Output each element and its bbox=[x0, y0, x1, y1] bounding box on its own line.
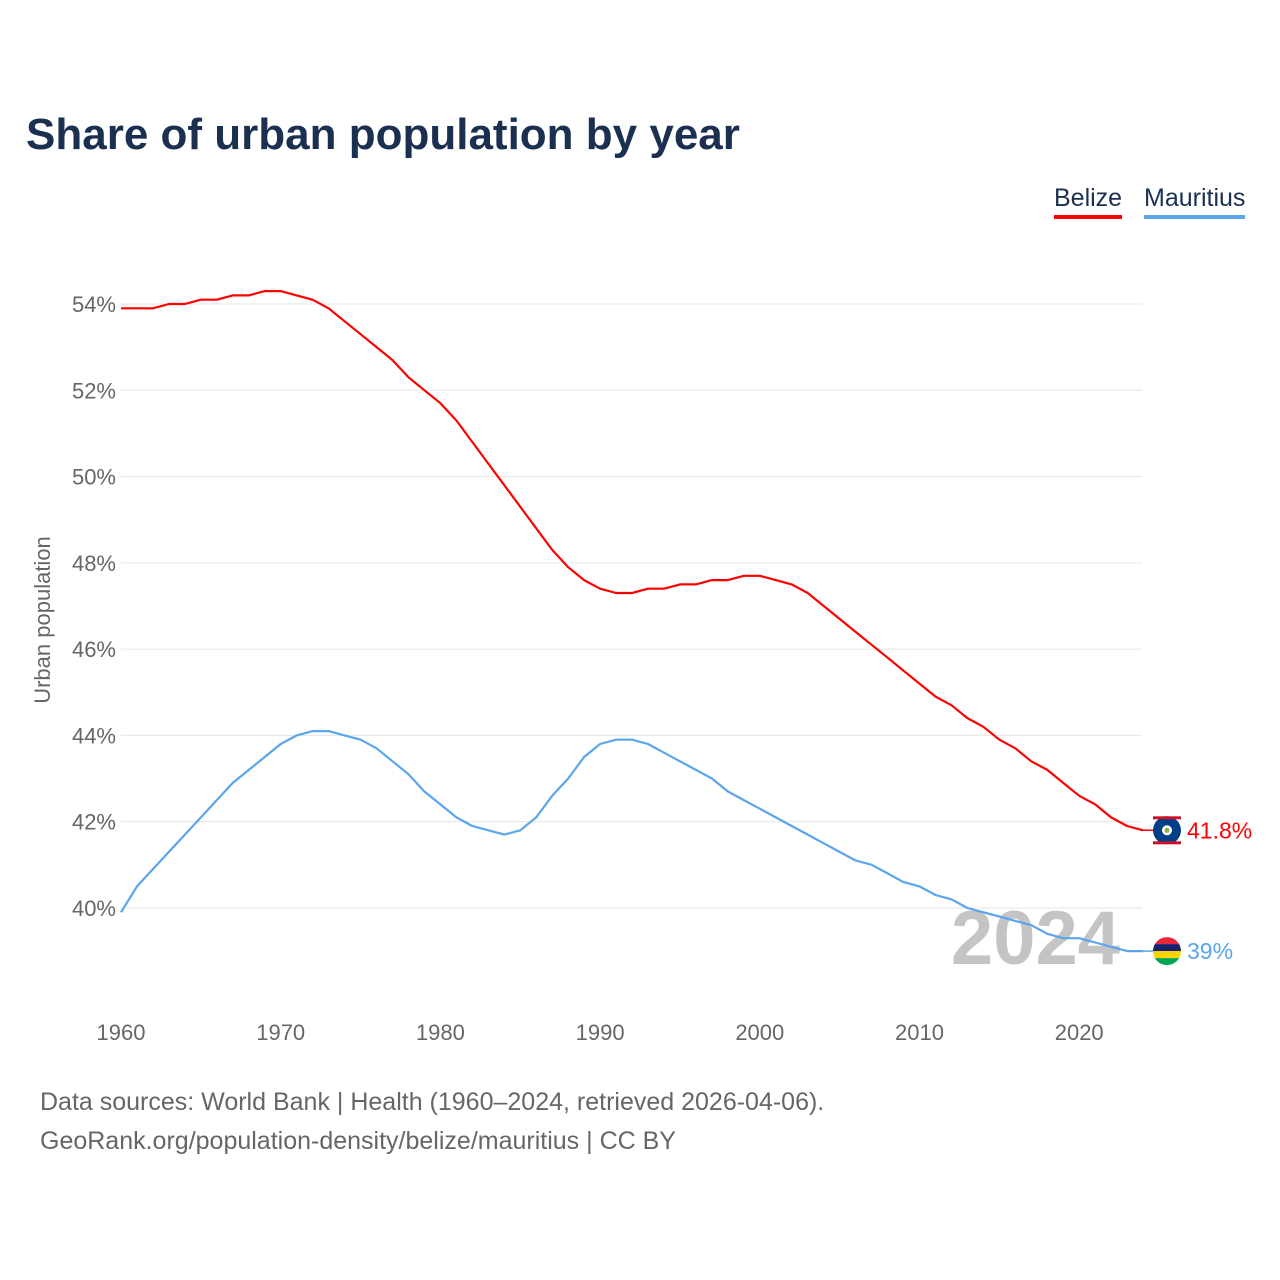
belize-flag-stripe bbox=[1153, 816, 1181, 820]
y-tick-label: 40% bbox=[72, 896, 116, 921]
chart-title: Share of urban population by year bbox=[26, 110, 740, 159]
x-tick-label: 1960 bbox=[97, 1020, 146, 1045]
attribution-text: GeoRank.org/population-density/belize/ma… bbox=[40, 1127, 676, 1155]
mauritius-flag-stripe bbox=[1153, 958, 1181, 966]
y-tick-label: 42% bbox=[72, 810, 116, 835]
series-end-label: 41.8% bbox=[1187, 817, 1252, 843]
y-tick-label: 52% bbox=[72, 378, 116, 403]
data-source-text: Data sources: World Bank | Health (1960–… bbox=[40, 1088, 825, 1116]
x-tick-label: 1970 bbox=[256, 1020, 305, 1045]
y-tick-label: 54% bbox=[72, 292, 116, 317]
mauritius-flag-stripe bbox=[1153, 937, 1181, 945]
series-line-belize bbox=[121, 290, 1144, 832]
series-end-label: 39% bbox=[1187, 938, 1233, 964]
y-axis-label: Urban population bbox=[30, 536, 55, 704]
belize-flag-emblem-center bbox=[1164, 827, 1170, 833]
y-tick-label: 48% bbox=[72, 551, 116, 576]
y-tick-label: 46% bbox=[72, 637, 116, 662]
mauritius-flag-stripe bbox=[1153, 951, 1181, 959]
legend-belize[interactable]: Belize bbox=[1054, 184, 1123, 219]
x-tick-label: 2010 bbox=[895, 1020, 944, 1045]
series-line-mauritius bbox=[120, 729, 1144, 953]
x-tick-label: 2000 bbox=[735, 1020, 784, 1045]
y-tick-label: 50% bbox=[72, 465, 116, 490]
x-tick-label: 2020 bbox=[1055, 1020, 1104, 1045]
x-tick-label: 1980 bbox=[416, 1020, 465, 1045]
mauritius-flag-stripe bbox=[1153, 944, 1181, 952]
legend-mauritius[interactable]: Mauritius bbox=[1144, 184, 1246, 219]
year-watermark: 2024 bbox=[951, 896, 1120, 981]
belize-flag-stripe bbox=[1153, 841, 1181, 845]
y-tick-label: 44% bbox=[72, 723, 116, 748]
x-tick-label: 1990 bbox=[576, 1020, 625, 1045]
